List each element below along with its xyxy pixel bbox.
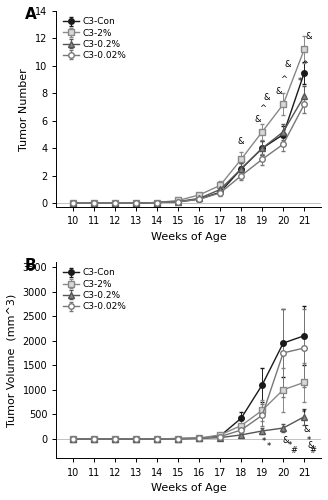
Text: &: &: [255, 114, 261, 124]
X-axis label: Weeks of Age: Weeks of Age: [151, 232, 227, 242]
Text: A: A: [25, 7, 36, 22]
Text: *: *: [302, 409, 306, 418]
Text: *: *: [298, 78, 302, 86]
Text: *: *: [266, 442, 271, 451]
Text: #: #: [309, 446, 316, 455]
Text: &: &: [276, 87, 282, 96]
Text: &: &: [307, 441, 314, 450]
Text: ^: ^: [259, 104, 266, 112]
Text: &: &: [238, 136, 244, 145]
Y-axis label: Tumor Volume  (mm^3): Tumor Volume (mm^3): [7, 294, 17, 427]
Text: ^: ^: [280, 74, 287, 84]
Text: #: #: [290, 446, 297, 455]
Text: B: B: [25, 258, 36, 273]
Legend: C3-Con, C3-2%, C3-0.2%, C3-0.02%: C3-Con, C3-2%, C3-0.2%, C3-0.02%: [61, 266, 128, 313]
Text: *: *: [262, 437, 266, 446]
Text: *: *: [306, 436, 311, 445]
Text: &: &: [263, 92, 270, 102]
Legend: C3-Con, C3-2%, C3-0.2%, C3-0.02%: C3-Con, C3-2%, C3-0.2%, C3-0.02%: [61, 16, 128, 62]
Text: &: &: [305, 32, 312, 41]
Text: *: *: [287, 441, 292, 450]
Text: &: &: [282, 436, 289, 445]
Text: ^: ^: [301, 60, 308, 68]
Text: &: &: [284, 60, 291, 68]
Text: &: &: [303, 425, 310, 434]
Y-axis label: Tumor Number: Tumor Number: [19, 68, 29, 150]
X-axis label: Weeks of Age: Weeks of Age: [151, 483, 227, 493]
